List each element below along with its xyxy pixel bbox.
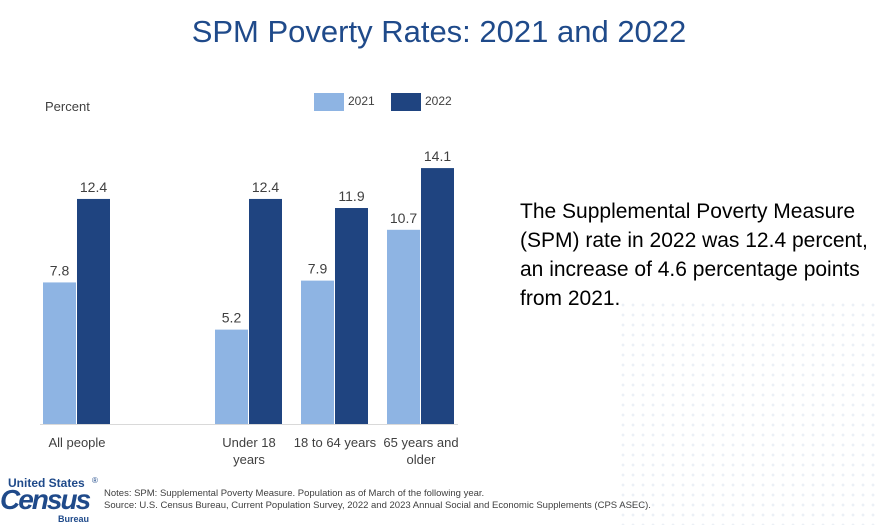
- source-line: Source: U.S. Census Bureau, Current Popu…: [104, 500, 651, 511]
- data-label-2021-0: 7.8: [50, 262, 70, 278]
- legend-label-2022: 2022: [425, 94, 452, 108]
- logo-united-states: United States: [8, 476, 85, 490]
- bar-2022-0: [77, 198, 110, 424]
- data-label-2021-1: 5.2: [222, 310, 242, 326]
- data-label-2022-3: 14.1: [424, 148, 451, 164]
- data-label-2021-2: 7.9: [308, 261, 328, 277]
- page-title: SPM Poverty Rates: 2021 and 2022: [191, 14, 687, 49]
- bar-2022-1: [249, 198, 282, 424]
- census-bureau-logo: United States ® Census Bureau: [0, 476, 102, 525]
- data-label-2021-3: 10.7: [390, 210, 417, 226]
- bar-2021-1: [215, 329, 248, 424]
- bar-chart: 7.8 12.4 5.2 12.4 7.9 11.9 10.7 14.1: [40, 148, 458, 425]
- bar-2021-2: [301, 280, 334, 424]
- notes-line: Notes: SPM: Supplemental Poverty Measure…: [104, 488, 485, 499]
- bar-2022-2: [335, 208, 368, 424]
- category-label-line: 18 to 64 years: [293, 435, 377, 450]
- category-label-line: years: [233, 452, 265, 467]
- bar-2021-3: [387, 229, 420, 424]
- data-label-2022-2: 11.9: [338, 188, 364, 204]
- category-label-line: 65 years and: [383, 435, 459, 450]
- summary-text: The Supplemental Poverty Measure (SPM) r…: [520, 200, 868, 310]
- data-label-2022-1: 12.4: [252, 179, 279, 195]
- data-label-2022-0: 12.4: [80, 179, 107, 195]
- category-label-line: Under 18: [222, 435, 276, 450]
- logo-census-wordmark: Census: [0, 484, 91, 515]
- legend-swatch-2022: [391, 93, 421, 111]
- y-axis-label: Percent: [45, 99, 90, 114]
- logo-bureau: Bureau: [58, 514, 90, 524]
- logo-registered-mark: ®: [92, 476, 98, 485]
- bar-2022-3: [421, 168, 454, 424]
- bar-2021-0: [43, 282, 76, 424]
- category-label-3: 65 years and older: [376, 434, 466, 468]
- category-label-line: All people: [48, 435, 106, 450]
- legend-swatch-2021: [314, 93, 344, 111]
- chart-notes: Notes: SPM: Supplemental Poverty Measure…: [104, 488, 651, 512]
- category-label-line: older: [406, 452, 436, 467]
- category-label-2: 18 to 64 years: [290, 434, 380, 451]
- background-dot-pattern: [618, 300, 878, 525]
- legend-label-2021: 2021: [348, 94, 375, 108]
- category-label-1: Under 18 years: [204, 434, 294, 468]
- category-label-0: All people: [32, 434, 122, 451]
